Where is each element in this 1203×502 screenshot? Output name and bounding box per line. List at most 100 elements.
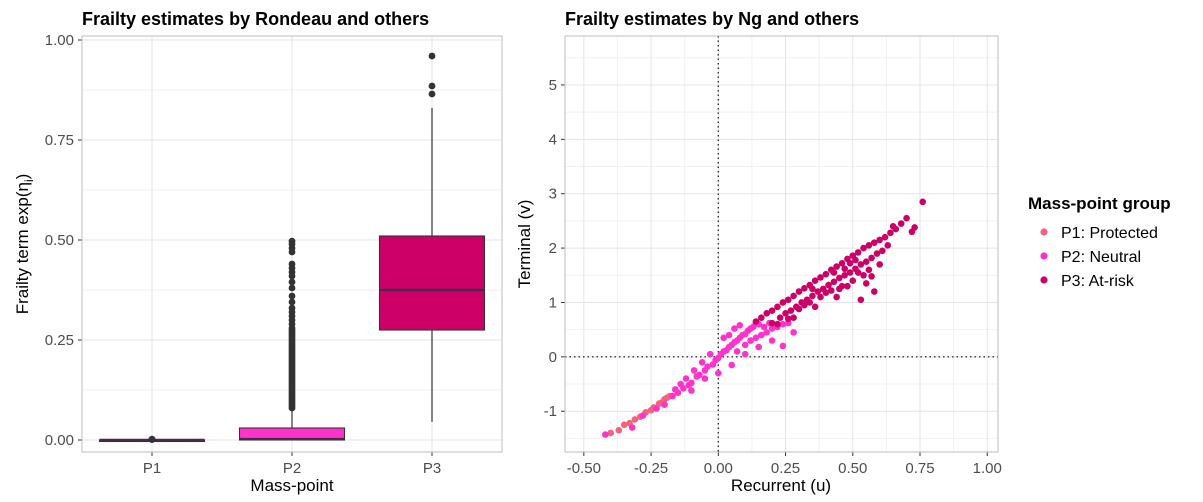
scatter-point — [768, 307, 776, 314]
boxplot-frame — [81, 35, 503, 453]
scatter-point — [774, 303, 781, 311]
box-p3 — [378, 52, 486, 422]
scatter-point — [865, 266, 873, 274]
legend-swatch — [1040, 276, 1048, 284]
scatter-point — [862, 258, 870, 265]
scatter-point — [836, 274, 843, 282]
scatter-point — [857, 296, 865, 304]
boxplot-x-ticks: P1 P2 P3 — [143, 452, 441, 477]
scatter-point — [879, 247, 886, 255]
box-outlier-point — [288, 298, 296, 306]
scatter-point — [669, 392, 676, 400]
scatter-point — [755, 343, 762, 351]
scatter-point — [639, 412, 647, 419]
boxplot-y-tick-label: 0.75 — [45, 132, 74, 149]
box-outlier-point — [428, 82, 436, 90]
scatter-point — [846, 260, 854, 267]
scatter-point — [801, 285, 808, 292]
scatter-y-ticks: -1 0 1 2 3 4 5 — [544, 77, 565, 420]
scatter-point — [868, 273, 875, 280]
scatter-point — [752, 334, 760, 342]
box-outlier-point — [288, 284, 296, 292]
scatter-x-ticks: -0.50 -0.25 0.00 0.25 0.50 0.75 1.00 — [567, 452, 1002, 477]
boxplot-y-tick-label: 1.00 — [45, 32, 74, 49]
scatter-point — [714, 369, 722, 377]
scatter-point — [779, 320, 787, 328]
scatter-points — [602, 198, 926, 438]
scatter-point — [825, 281, 832, 289]
scatter-point — [795, 305, 803, 313]
scatter-point — [860, 271, 867, 279]
scatter-point — [784, 315, 792, 323]
scatter-point — [887, 229, 894, 237]
scatter-title: Frailty estimates by Ng and others — [565, 9, 859, 29]
box-outlier-point — [288, 292, 296, 300]
scatter-point — [854, 249, 862, 256]
scatter-point — [747, 337, 754, 344]
scatter-x-tick-label: -0.50 — [567, 460, 601, 477]
scatter-x-label: Recurrent (u) — [731, 476, 831, 495]
scatter-point — [628, 424, 636, 431]
scatter-point — [814, 288, 822, 295]
scatter-point — [873, 250, 881, 257]
scatter-point — [787, 307, 795, 314]
box-outlier-point — [288, 237, 296, 245]
legend-item-p2: P2: Neutral — [1040, 249, 1141, 266]
scatter-x-tick-label: 0.50 — [838, 460, 867, 477]
scatter-frame — [564, 35, 999, 453]
scatter-point — [854, 269, 862, 276]
scatter-point — [758, 331, 765, 339]
scatter-point — [774, 320, 781, 328]
scatter-point — [758, 314, 765, 321]
scatter-point — [889, 223, 897, 230]
scatter-point — [811, 303, 819, 311]
scatter-point — [620, 421, 628, 429]
scatter-point — [809, 292, 816, 300]
boxplot-x-tick-label: P3 — [423, 460, 441, 477]
scatter-point — [690, 367, 698, 374]
scatter-point — [768, 319, 776, 327]
scatter-point — [830, 278, 838, 286]
scatter-point — [776, 314, 784, 321]
boxplot-y-label-subscript: i — [22, 179, 36, 182]
legend-items: P1: Protected P2: Neutral P3: At-risk — [1040, 225, 1158, 290]
scatter-point — [688, 379, 695, 387]
scatter-point — [860, 244, 867, 252]
legend-label: P2: Neutral — [1061, 249, 1141, 266]
boxplot-title: Frailty estimates by Rondeau and others — [82, 9, 429, 29]
scatter-point — [852, 256, 859, 264]
scatter-point — [696, 371, 703, 379]
scatter-x-tick-label: 0.75 — [905, 460, 934, 477]
scatter-point — [615, 426, 623, 434]
boxplot-y-tick-label: 0.00 — [45, 432, 74, 449]
scatter-point — [884, 242, 892, 249]
scatter-point — [768, 337, 776, 344]
legend-swatch — [1040, 228, 1048, 236]
scatter-point — [725, 331, 733, 339]
boxplot-panel: Frailty estimates by Rondeau and others … — [13, 9, 503, 495]
scatter-point — [790, 314, 797, 321]
scatter-series-p3 — [752, 198, 926, 328]
scatter-point — [790, 292, 797, 300]
scatter-point — [876, 261, 883, 268]
boxplot-y-ticks: 0.00 0.25 0.50 0.75 1.00 — [45, 32, 82, 449]
scatter-point — [677, 380, 684, 388]
scatter-point — [876, 236, 883, 244]
scatter-point — [838, 260, 846, 267]
scatter-point — [903, 214, 910, 222]
scatter-point — [779, 342, 787, 350]
scatter-point — [865, 242, 873, 249]
scatter-point — [733, 348, 741, 355]
boxplot-y-label-symbol: η — [13, 182, 32, 191]
legend-title: Mass-point group — [1028, 194, 1171, 213]
box-iqr — [378, 235, 486, 331]
scatter-point — [631, 416, 639, 423]
scatter-point — [849, 277, 857, 285]
scatter-x-tick-label: 1.00 — [973, 460, 1002, 477]
scatter-y-tick-label: 5 — [549, 77, 557, 94]
box-outlier-point — [428, 52, 436, 60]
scatter-point — [811, 277, 819, 285]
scatter-point — [701, 375, 709, 382]
legend-item-p3: P3: At-risk — [1040, 273, 1135, 290]
